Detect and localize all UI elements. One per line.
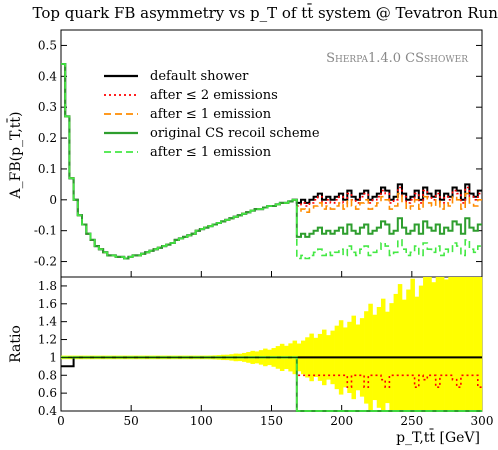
ratio-y-tick-label: 1 [49, 350, 57, 364]
x-tick-label: 300 [471, 414, 494, 428]
legend-label: after ≤ 1 emission [150, 145, 272, 160]
main-y-tick-label: 0.4 [38, 69, 57, 83]
band-bin [380, 298, 386, 411]
band-bin [397, 284, 403, 411]
band-bin [473, 277, 479, 411]
legend-label: default shower [150, 69, 249, 84]
ratio-y-tick-label: 1.8 [38, 279, 57, 293]
ratio-y-tick-label: 0.6 [38, 386, 57, 400]
band-bin [452, 277, 458, 411]
band-bin [431, 282, 436, 411]
legend-label: after ≤ 1 emission [150, 107, 272, 122]
ratio-y-tick-label: 1.2 [38, 333, 57, 347]
band-bin [460, 277, 466, 411]
band-bin [402, 299, 407, 411]
ratio-y-tick-label: 1.4 [38, 315, 57, 329]
band-bin [418, 285, 424, 411]
x-tick-label: 250 [400, 414, 423, 428]
band-bin [469, 277, 474, 411]
main-series-group [61, 63, 482, 260]
band-bin [414, 296, 420, 411]
main-y-axis-label: A_FB(p_T,tt̄) [6, 112, 24, 200]
x-tick-label: 50 [124, 414, 139, 428]
main-y-tick-label: 0.5 [38, 38, 57, 52]
x-tick-label: 150 [260, 414, 283, 428]
band-bin [448, 277, 453, 411]
band-bin [439, 277, 445, 411]
x-axis-label: p_T,tt̄ [GeV] [396, 428, 480, 446]
legend-label: original CS recoil scheme [150, 126, 320, 141]
ratio-y-tick-label: 0.4 [38, 404, 57, 418]
main-y-tick-label: -0.1 [34, 224, 57, 238]
band-bin [410, 278, 415, 411]
main-y-tick-label: 0.3 [38, 100, 57, 114]
band-bin [465, 277, 470, 411]
ratio-y-tick-label: 1.6 [38, 297, 57, 311]
band-bin [427, 277, 432, 411]
band-bin [456, 277, 462, 411]
legend: default shower after ≤ 2 emissions after ≤… [104, 69, 320, 160]
main-y-tick-label: 0.1 [38, 162, 57, 176]
ratio-series-line [61, 356, 482, 388]
x-tick-label: 0 [57, 414, 65, 428]
uncertainty-band [61, 277, 483, 411]
chart-title: Top quark FB asymmetry vs p_T of tt̄ sys… [32, 4, 498, 22]
band-bin [423, 277, 428, 411]
band-bin [444, 279, 449, 411]
series-line [61, 63, 482, 260]
main-panel-frame [60, 29, 483, 278]
band-bin [406, 289, 411, 411]
generator-label: Sherpa1.4.0 CSshower [326, 51, 468, 66]
ratio-y-axis-label: Ratio [8, 325, 24, 363]
legend-label: after ≤ 2 emissions [150, 88, 278, 103]
band-bin [477, 277, 483, 411]
band-bin [393, 293, 399, 411]
main-y-tick-label: 0.2 [38, 131, 57, 145]
main-y-tick-label: -0.2 [34, 255, 57, 269]
main-y-tick-label: 0 [49, 193, 57, 207]
x-tick-label: 200 [330, 414, 353, 428]
ratio-y-tick-label: 0.8 [38, 368, 57, 382]
band-bin [435, 277, 441, 411]
x-tick-label: 100 [190, 414, 213, 428]
